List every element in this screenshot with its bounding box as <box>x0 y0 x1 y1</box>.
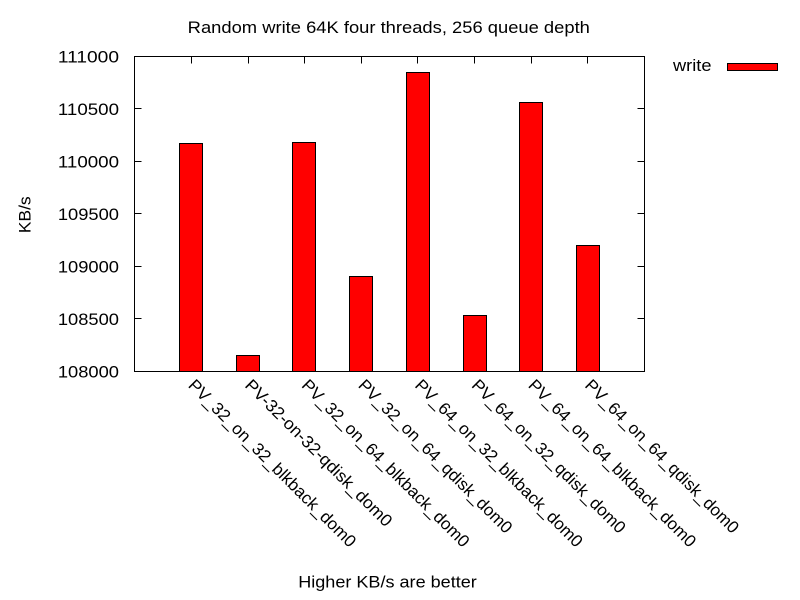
svg-text:111000: 111000 <box>58 47 119 66</box>
svg-text:write: write <box>672 56 712 75</box>
svg-text:109500: 109500 <box>58 205 119 224</box>
svg-text:Random write 64K four threads,: Random write 64K four threads, 256 queue… <box>188 18 590 37</box>
svg-text:KB/s: KB/s <box>15 196 34 233</box>
svg-text:108500: 108500 <box>58 310 119 329</box>
svg-text:110500: 110500 <box>58 100 119 119</box>
svg-text:110000: 110000 <box>58 152 119 171</box>
svg-text:108000: 108000 <box>58 362 119 381</box>
svg-text:Higher KB/s are better: Higher KB/s are better <box>298 573 477 592</box>
svg-text:109000: 109000 <box>58 257 119 276</box>
